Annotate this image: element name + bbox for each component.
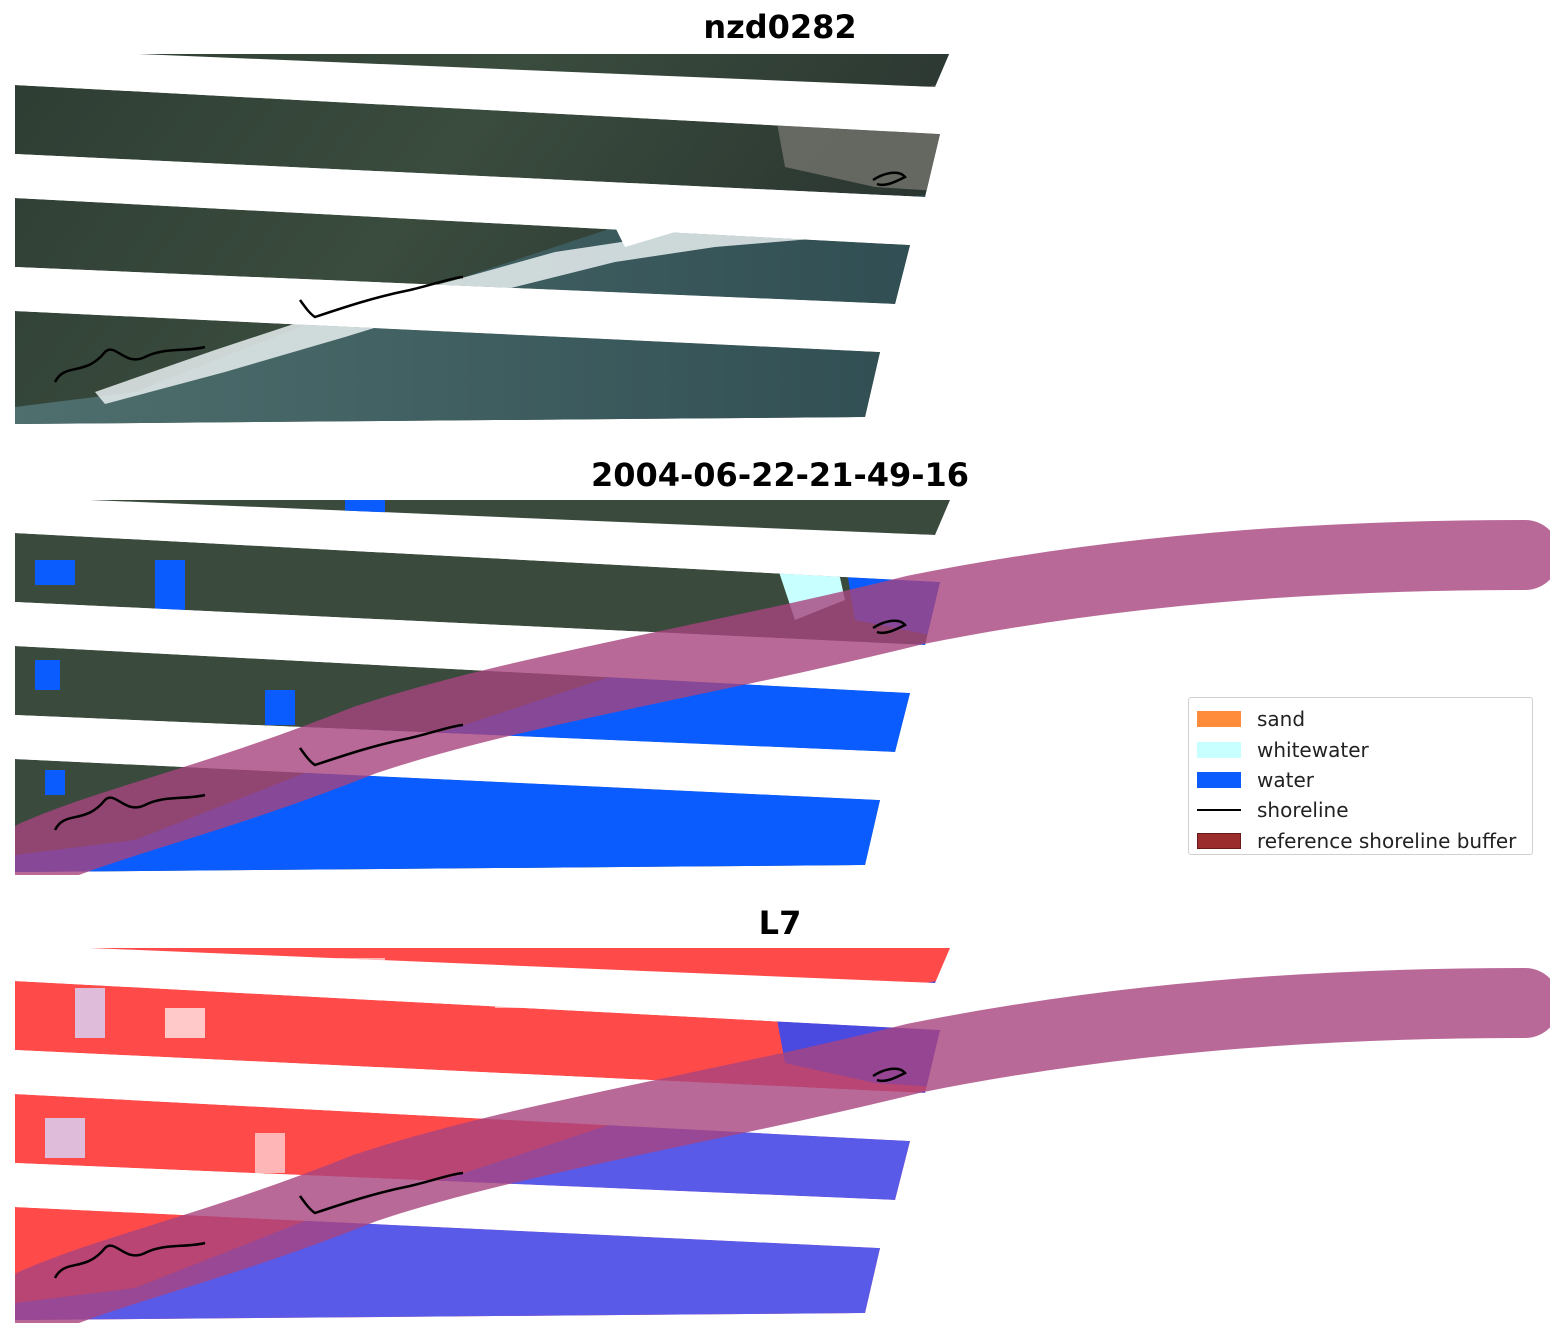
scanline-gap [15,267,895,352]
legend-item-sand: sand [1197,704,1524,734]
shoreline-trace [298,723,464,767]
legend-item-buffer: reference shoreline buffer [1197,826,1524,856]
shoreline-trace [298,275,464,319]
legend: sand whitewater water shoreline referenc… [1188,697,1533,855]
legend-label: whitewater [1257,737,1369,762]
title-satellite: L7 [758,904,802,942]
legend-item-whitewater: whitewater [1197,734,1524,764]
legend-label: reference shoreline buffer [1257,828,1517,853]
rgb-image [15,52,955,427]
shoreline-trace [53,793,206,831]
legend-swatch-buffer [1197,832,1241,849]
legend-label: sand [1257,707,1306,732]
shoreline-trace [298,1171,464,1215]
legend-swatch-whitewater [1197,741,1241,758]
classified-image-panel [15,500,1550,875]
title-rgb-image: nzd0282 [703,8,857,46]
shoreline-trace [53,1241,206,1279]
scanline-gap [15,54,940,134]
legend-swatch-sand [1197,711,1241,728]
index-image [15,948,1550,1323]
legend-label: shoreline [1257,798,1349,823]
shoreline-trace [53,345,206,383]
rgb-image-panel [15,52,955,427]
title-date: 2004-06-22-21-49-16 [590,456,970,494]
classified-image [15,500,1550,875]
reference-buffer [15,520,1550,875]
legend-item-shoreline: shoreline [1197,795,1524,825]
legend-item-water: water [1197,765,1524,795]
reference-buffer [15,968,1550,1323]
legend-label: water [1257,767,1314,792]
shoreline-trace [872,171,907,187]
shoreline-trace [872,1067,907,1083]
legend-swatch-water [1197,771,1241,788]
legend-line-shoreline [1197,809,1241,812]
shoreline-trace [872,619,907,635]
index-image-panel [15,948,1550,1323]
